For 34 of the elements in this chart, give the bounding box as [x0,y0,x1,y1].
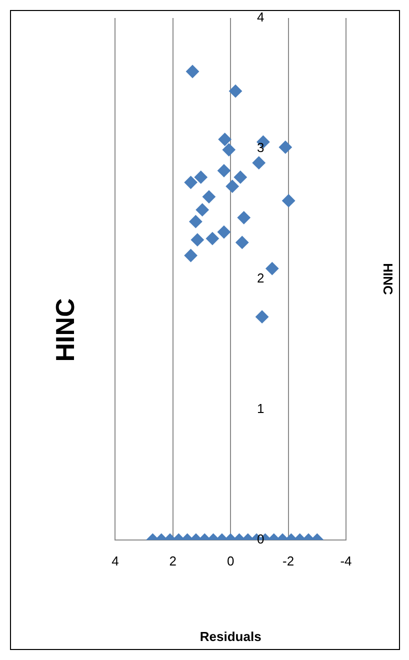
point [226,180,239,193]
point [194,170,208,184]
y-tick-label: 4 [256,10,264,25]
x-axis-title: Residuals [200,628,262,644]
point [186,65,200,78]
point [196,203,209,216]
point [266,262,279,276]
point [217,164,230,178]
point [222,143,236,156]
y-tick-label: 2 [256,270,264,286]
point [184,249,198,262]
point [234,170,247,184]
x-tick-label: 2 [169,553,177,568]
point [184,176,198,189]
point [202,190,216,204]
x-tick-label: 0 [226,553,234,568]
point [236,236,249,249]
x-tick-label: -4 [340,553,352,568]
point [252,156,266,170]
point [237,211,250,224]
point [229,84,242,98]
point [282,194,296,208]
point [217,226,230,239]
text: HINC [50,298,80,362]
point [256,310,269,324]
y-tick-label: 1 [256,401,264,416]
point [206,232,219,246]
y-axis-title: HINC [380,263,396,296]
x-tick-label: 4 [112,553,119,568]
point [190,233,204,246]
point [189,215,202,228]
point [278,140,292,154]
point [218,132,232,146]
x-tick-label: -2 [282,553,294,568]
